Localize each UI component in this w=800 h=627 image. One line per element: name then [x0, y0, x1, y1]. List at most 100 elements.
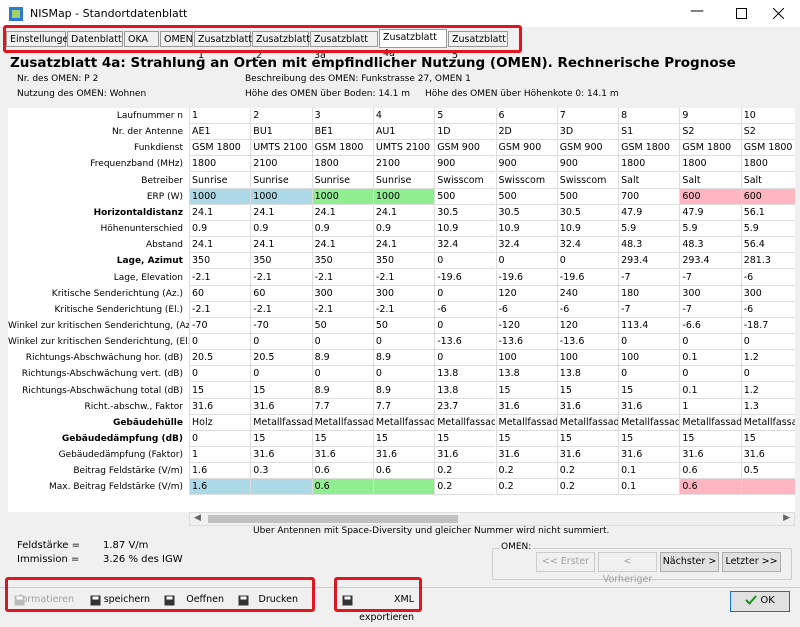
- info: Beschreibung des OMEN: Funkstrasse 27, O…: [245, 74, 471, 84]
- cell: -120: [495, 317, 557, 334]
- row-label: Nr. der Antenne: [111, 127, 183, 138]
- tab[interactable]: Zusatzblatt 2: [252, 31, 310, 61]
- cell: 15: [495, 382, 557, 399]
- cell: 20.5: [250, 350, 312, 367]
- cell: 15: [740, 431, 795, 447]
- cell: 1.2: [740, 382, 795, 399]
- ok-button[interactable]: OK: [730, 591, 790, 612]
- cell: AE1: [189, 124, 251, 141]
- cell: -19.6: [434, 269, 496, 286]
- cell: -7: [679, 269, 741, 286]
- cell: 900: [556, 156, 619, 173]
- cell: 31.6: [250, 447, 312, 464]
- cell: 300: [740, 285, 795, 302]
- cell: 0.1: [679, 350, 741, 367]
- cell: 0: [740, 366, 795, 383]
- cell: 100: [495, 350, 557, 367]
- cell: Salt: [618, 172, 680, 189]
- nav-button[interactable]: Letzter >>: [722, 552, 781, 572]
- h-scrollbar[interactable]: ◀ ▶: [189, 512, 795, 526]
- cell: 8.9: [311, 350, 373, 367]
- minimize[interactable]: —: [690, 3, 704, 19]
- cell: 31.6: [372, 447, 435, 464]
- tab[interactable]: OKA: [124, 31, 159, 47]
- info: Nutzung des OMEN: Wohnen: [17, 89, 147, 99]
- row-label: Laufnummer n: [116, 111, 183, 121]
- cell: 10.9: [556, 221, 619, 238]
- cell: S1: [618, 124, 680, 141]
- cell: S2: [679, 124, 741, 141]
- group-label: OMEN:: [499, 542, 534, 552]
- cell: 0.6: [679, 479, 741, 496]
- cell: 240: [556, 285, 619, 302]
- cell: Metallfassade: [495, 414, 557, 431]
- tab[interactable]: Zusatzblatt 1: [194, 31, 252, 61]
- cell: GSM 1800: [679, 140, 741, 157]
- cell: 32.4: [434, 237, 496, 254]
- cell: 31.6: [311, 447, 373, 464]
- cell: 24.1: [372, 237, 435, 254]
- cell: Sunrise: [189, 172, 251, 189]
- maximize[interactable]: [736, 8, 747, 19]
- cell: 1D: [434, 124, 496, 141]
- cell: 7.7: [372, 398, 435, 415]
- cell: 5.9: [740, 221, 795, 238]
- tab[interactable]: Zusatzblatt 3a: [310, 31, 378, 61]
- info: Höhe des OMEN über Boden: 14.1 m: [245, 89, 411, 99]
- cell: 32.4: [556, 237, 619, 254]
- note: Uber Antennen mit Space-Diversity und gl…: [253, 526, 610, 536]
- row-label: Funkdienst: [134, 143, 183, 154]
- cell: 8: [618, 108, 680, 124]
- cell: -6.6: [679, 317, 741, 334]
- tab[interactable]: OMEN: [160, 31, 193, 47]
- cell: 1800: [311, 156, 373, 173]
- cell: 0.6: [311, 463, 373, 480]
- row-label: ERP (W): [146, 191, 183, 202]
- cell: Sunrise: [311, 172, 373, 189]
- cell: 0.1: [618, 463, 680, 480]
- cell: Metallfassade: [434, 414, 496, 431]
- cell: 5: [434, 108, 496, 124]
- cell: 0: [250, 334, 312, 351]
- cell: -6: [556, 301, 619, 318]
- cell: -2.1: [250, 301, 312, 318]
- toolbar-button[interactable]: Drucken: [234, 591, 302, 611]
- cell: 0.9: [311, 221, 373, 238]
- cell: -2.1: [250, 269, 312, 286]
- tab[interactable]: Zusatzblatt 4a: [379, 29, 447, 59]
- scroll-thumb[interactable]: [208, 515, 458, 523]
- cell: 8.9: [372, 350, 435, 367]
- row-label: Winkel zur kritischen Senderichtung, (El…: [8, 337, 195, 348]
- toolbar-button[interactable]: speichern: [86, 591, 154, 611]
- cell: 0: [372, 366, 435, 383]
- cell: 15: [311, 431, 373, 447]
- cell: 0: [311, 334, 373, 351]
- cell: -7: [618, 301, 680, 318]
- nav-button: < Vorheriger: [598, 552, 657, 585]
- cell: 2D: [495, 124, 557, 141]
- cell: 0: [556, 253, 619, 270]
- toolbar-button[interactable]: Oeffnen: [160, 591, 228, 611]
- icon: [238, 595, 249, 606]
- highlight-box: [5, 577, 315, 612]
- nav-button: << Erster: [536, 552, 595, 572]
- cell: 1.6: [189, 479, 251, 496]
- tab[interactable]: Einstellungen: [6, 31, 74, 47]
- cell: GSM 900: [556, 140, 619, 157]
- cell: 350: [372, 253, 435, 270]
- cell: -6: [434, 301, 496, 318]
- cell: 0.9: [189, 221, 251, 238]
- cell: BU1: [250, 124, 312, 141]
- tab[interactable]: Datenblatt: [67, 31, 123, 47]
- cell: 0: [311, 366, 373, 383]
- cell: 23.7: [434, 398, 496, 415]
- close[interactable]: [773, 8, 784, 19]
- cell: 2: [250, 108, 312, 124]
- tab[interactable]: Zusatzblatt 5: [448, 31, 508, 61]
- nav-button[interactable]: Nächster >: [660, 552, 719, 572]
- cell: 100: [618, 350, 680, 367]
- cell: 32.4: [495, 237, 557, 254]
- cell: 120: [556, 317, 619, 334]
- row-label: Max. Beitrag Feldstärke (V/m): [49, 482, 183, 493]
